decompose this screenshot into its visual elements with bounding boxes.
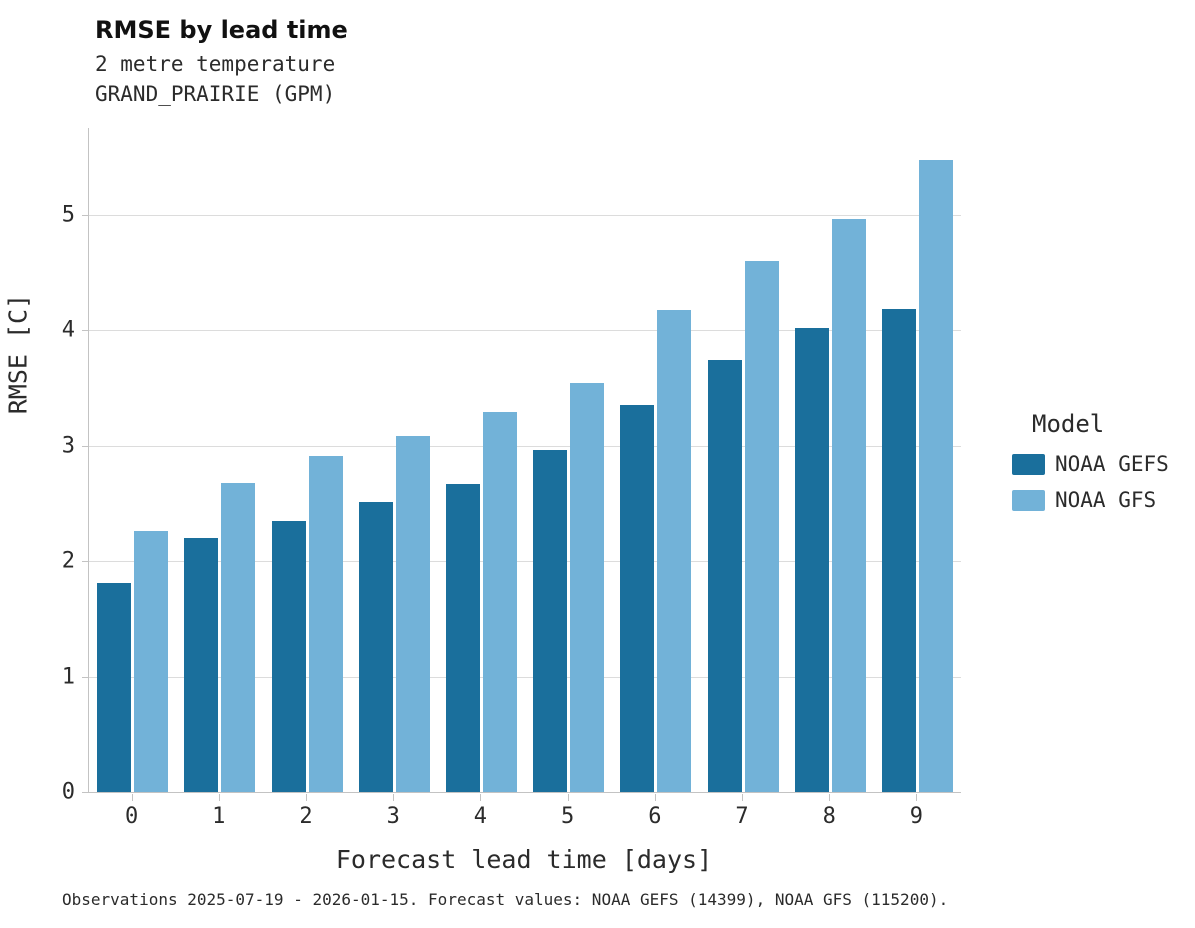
- bar-noaa-gefs-lead-8: [794, 327, 829, 792]
- x-tick-label-5: 5: [524, 794, 611, 829]
- x-tick-label-2: 2: [262, 794, 349, 829]
- bar-noaa-gfs-lead-6: [657, 310, 692, 792]
- x-tick-label-9: 9: [873, 794, 960, 829]
- chart-subtitle-variable: 2 metre temperature: [95, 52, 336, 76]
- bar-noaa-gfs-lead-1: [221, 482, 256, 792]
- footnote-caption: Observations 2025-07-19 - 2026-01-15. Fo…: [62, 890, 949, 909]
- gridline-y-4: [89, 330, 961, 332]
- y-tick-mark-3: [82, 445, 89, 447]
- bar-noaa-gfs-lead-7: [744, 260, 779, 792]
- legend: Model NOAA GEFS NOAA GFS: [1012, 410, 1192, 524]
- bar-noaa-gfs-lead-9: [918, 160, 953, 792]
- x-tick-mark-0: [131, 794, 133, 801]
- x-tick-mark-8: [829, 794, 831, 801]
- bar-group-lead-6: [612, 128, 699, 792]
- legend-swatch-gfs: [1012, 489, 1045, 511]
- bar-noaa-gfs-lead-0: [134, 531, 169, 792]
- plot-area: 0 1 2 3 4 5: [62, 128, 961, 805]
- y-tick-mark-5: [82, 214, 89, 216]
- y-tick-label-5: 5: [61, 202, 75, 228]
- x-tick-mark-5: [567, 794, 569, 801]
- bar-noaa-gfs-lead-3: [395, 436, 430, 792]
- x-tick-label-6: 6: [611, 794, 698, 829]
- bar-group-lead-2: [263, 128, 350, 792]
- y-tick-label-0: 0: [61, 779, 75, 805]
- bar-noaa-gefs-lead-3: [358, 502, 393, 792]
- bar-group-lead-9: [874, 128, 961, 792]
- bar-group-lead-1: [176, 128, 263, 792]
- bar-noaa-gefs-lead-4: [445, 483, 480, 792]
- bar-noaa-gefs-lead-5: [533, 450, 568, 792]
- x-tick-mark-9: [916, 794, 918, 801]
- bar-group-lead-8: [787, 128, 874, 792]
- bar-noaa-gefs-lead-2: [271, 520, 306, 792]
- legend-entry-gefs: NOAA GEFS: [1012, 452, 1192, 476]
- x-tick-label-0: 0: [88, 794, 175, 829]
- y-tick-label-1: 1: [61, 664, 75, 690]
- y-tick-label-4: 4: [61, 317, 75, 343]
- y-tick-mark-4: [82, 330, 89, 332]
- x-tick-label-7: 7: [698, 794, 785, 829]
- bar-group-lead-4: [438, 128, 525, 792]
- legend-title: Model: [1032, 410, 1105, 438]
- bar-noaa-gefs-lead-6: [620, 405, 655, 792]
- gridline-y-1: [89, 676, 961, 678]
- x-tick-mark-3: [393, 794, 395, 801]
- y-tick-mark-0: [82, 792, 89, 793]
- bar-groups: [89, 128, 961, 792]
- bar-noaa-gefs-lead-0: [97, 582, 132, 792]
- bar-group-lead-7: [699, 128, 786, 792]
- y-tick-label-2: 2: [61, 548, 75, 574]
- x-tick-mark-1: [218, 794, 220, 801]
- x-tick-label-4: 4: [437, 794, 524, 829]
- y-tick-label-3: 3: [61, 433, 75, 459]
- x-tick-label-8: 8: [786, 794, 873, 829]
- x-tick-mark-7: [742, 794, 744, 801]
- gridline-y-3: [89, 445, 961, 447]
- legend-swatch-gefs: [1012, 453, 1045, 475]
- y-tick-mark-2: [82, 561, 89, 563]
- y-tick-mark-1: [82, 676, 89, 678]
- x-tick-mark-6: [654, 794, 656, 801]
- bar-group-lead-3: [351, 128, 438, 792]
- chart-subtitle-station: GRAND_PRAIRIE (GPM): [95, 82, 336, 106]
- gridline-y-5: [89, 214, 961, 216]
- legend-label-gefs: NOAA GEFS: [1055, 452, 1169, 476]
- gridline-y-2: [89, 561, 961, 563]
- bar-noaa-gefs-lead-9: [881, 309, 916, 792]
- x-tick-mark-2: [306, 794, 307, 801]
- bar-noaa-gfs-lead-5: [570, 383, 605, 792]
- y-axis-title: RMSE [C]: [3, 293, 33, 415]
- bar-noaa-gfs-lead-4: [482, 412, 517, 792]
- x-axis-title: Forecast lead time [days]: [335, 845, 713, 874]
- x-tick-label-1: 1: [175, 794, 262, 829]
- bar-noaa-gfs-lead-8: [831, 219, 866, 792]
- x-tick-label-3: 3: [350, 794, 437, 829]
- bar-group-lead-0: [89, 128, 176, 792]
- bar-noaa-gefs-lead-7: [707, 360, 742, 792]
- legend-entry-gfs: NOAA GFS: [1012, 488, 1192, 512]
- x-tick-mark-4: [480, 794, 482, 801]
- chart-title: RMSE by lead time: [95, 16, 348, 44]
- legend-label-gfs: NOAA GFS: [1055, 488, 1157, 512]
- bar-group-lead-5: [525, 128, 612, 792]
- bar-noaa-gefs-lead-1: [184, 537, 219, 792]
- bar-noaa-gfs-lead-2: [308, 455, 343, 792]
